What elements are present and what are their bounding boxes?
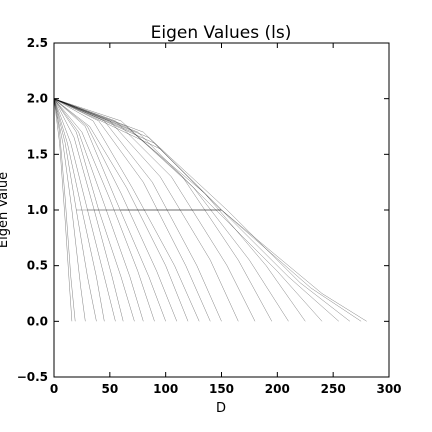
eigen-curve-10 (53, 98, 166, 322)
y-tick-label: −0.5 (17, 370, 48, 384)
eigen-curve-8 (53, 98, 144, 322)
eigen-curve-17 (53, 98, 256, 322)
eigen-curve-21 (53, 98, 323, 322)
x-tick-label: 50 (101, 382, 118, 396)
x-tick-label: 150 (209, 382, 234, 396)
eigen-curve-14 (53, 98, 211, 322)
eigen-curve-11 (53, 98, 178, 322)
eigen-curve-13 (53, 98, 200, 322)
eigen-curve-23 (53, 98, 351, 322)
eigen-curve-2 (53, 98, 86, 322)
eigen-curve-1 (53, 98, 76, 322)
x-tick-label: 300 (376, 382, 401, 396)
y-tick-label: 0.5 (27, 259, 48, 273)
x-tick-label: 250 (321, 382, 346, 396)
y-axis-ticks: −0.5 0.0 0.5 1.0 1.5 2.0 2.5 (17, 36, 389, 384)
x-axis-label: D (216, 401, 226, 416)
y-tick-label: 1.0 (27, 203, 48, 217)
x-tick-label: 0 (50, 382, 58, 396)
y-tick-label: 2.5 (27, 36, 48, 50)
y-axis-label: Eigen Value (0, 172, 11, 248)
y-tick-label: 1.5 (27, 147, 48, 161)
x-tick-label: 200 (265, 382, 290, 396)
y-tick-label: 2.0 (27, 92, 48, 106)
x-tick-label: 100 (153, 382, 178, 396)
eigen-curve-12 (53, 98, 189, 322)
curves-group (53, 98, 367, 322)
chart-title: Eigen Values (ls) (151, 23, 292, 43)
x-axis-ticks: 0 50 100 150 200 250 300 (50, 43, 402, 396)
y-tick-label: 0.0 (27, 314, 48, 328)
eigen-curve-0 (53, 98, 73, 322)
eigen-curve-9 (53, 98, 155, 322)
